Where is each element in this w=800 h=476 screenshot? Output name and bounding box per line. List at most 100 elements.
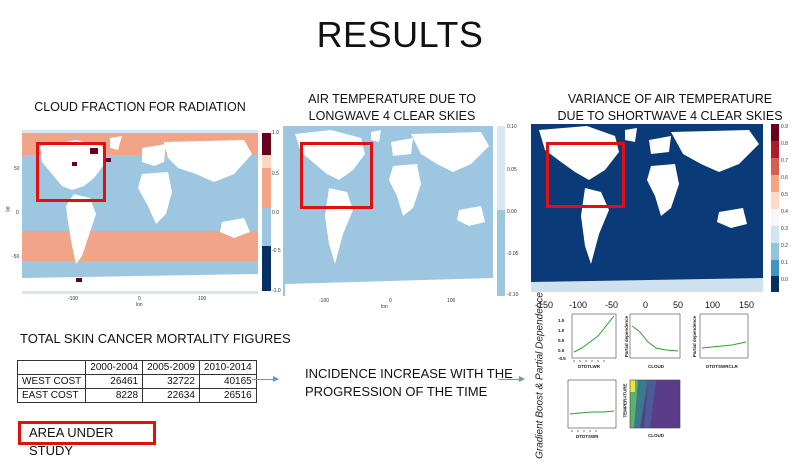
gbm-xlabel: DTDTSWR [576, 434, 599, 439]
gbm-panel-dtdtswr: DTDTSWR [558, 378, 618, 440]
variance-xtick-4: 0 [643, 300, 649, 310]
air-xtick-neg100: -100 [319, 298, 330, 304]
gbm-panel-dtdtlwr: 1.5 1.0 0.5 0.0 -0.5 DTDTLWR [558, 312, 618, 370]
air-colorbar-tick-4: -0.05 [507, 251, 519, 257]
gbm-ytick-3: 0.5 [558, 338, 565, 343]
variance-xtick-6: 100 [705, 300, 721, 310]
cloud-fraction-map: 1.0 0.5 0.0 -0.5 -1.0 50 0 -50 lat -100 … [6, 128, 281, 308]
air-xtick-0: 0 [389, 298, 392, 304]
air-colorbar-tick-1: 0.10 [507, 124, 517, 130]
gbm-xlabel: CLOUD [648, 364, 664, 369]
gbm-ylabel: Partial dependence [692, 315, 698, 358]
cloud-xtick-0: 0 [138, 296, 141, 302]
cloud-colorbar-tick-3: 0.0 [272, 210, 279, 216]
mortality-header-cell: 2010-2014 [198, 360, 257, 375]
table-row: EAST COST 8228 22634 26516 [16, 388, 257, 403]
air-colorbar-tick-2: 0.05 [507, 167, 517, 173]
gbm-panel-cloud: Partial dependence CLOUD [620, 312, 684, 370]
variance-xaxis: -150 -100 -50 0 50 100 150 [531, 300, 771, 312]
variance-colorbar-tick-1: 0.9 [781, 124, 788, 130]
gbm-panel-cloud-svg [629, 313, 681, 359]
incidence-text: INCIDENCE INCREASE WITH THE PROGRESSION … [305, 365, 513, 401]
air-temperature-caption-line2: LONGWAVE 4 CLEAR SKIES [308, 109, 476, 123]
variance-colorbar-tick-7: 0.3 [781, 226, 788, 232]
cloud-colorbar-tick-2: 0.5 [272, 171, 279, 177]
mortality-header-cell: 2000-2004 [85, 360, 144, 375]
variance-xtick-7: 150 [739, 300, 755, 310]
gbm-side-label: Gradient Boost & Partial Dependence [534, 292, 546, 459]
air-temperature-caption: AIR TEMPERATURE DUE TO LONGWAVE 4 CLEAR … [282, 91, 502, 125]
table-cell: 32722 [142, 374, 200, 389]
gbm-ytick-4: 0.0 [558, 348, 565, 353]
gbm-ytick-5: -0.5 [558, 356, 566, 361]
air-temperature-caption-line1: AIR TEMPERATURE DUE TO [308, 92, 476, 106]
air-study-area-box [300, 142, 373, 209]
variance-colorbar-tick-9: 0.1 [781, 260, 788, 266]
variance-caption-line2: DUE TO SHORTWAVE 4 CLEAR SKIES [557, 109, 783, 123]
gbm-panel-dtdtswrclr: Partial dependence DTDTSWRCLR [690, 312, 750, 370]
variance-xtick-5: 50 [673, 300, 684, 310]
variance-colorbar-tick-3: 0.7 [781, 158, 788, 164]
cloud-xtick-100: 100 [198, 296, 207, 302]
variance-colorbar-tick-10: 0.0 [781, 277, 788, 283]
variance-colorbar-tick-4: 0.6 [781, 175, 788, 181]
variance-caption: VARIANCE OF AIR TEMPERATURE DUE TO SHORT… [540, 91, 800, 125]
gbm-ytick-1: 1.5 [558, 318, 565, 323]
row-label: WEST COST [16, 374, 87, 389]
air-xlabel: lon [381, 304, 388, 310]
gbm-panel-dtdtswr-svg [567, 379, 617, 432]
variance-xtick-3: -50 [605, 300, 619, 310]
gbm-xlabel: CLOUD [648, 433, 664, 438]
cloud-fraction-map-svg [22, 130, 271, 294]
table-cell: 40165 [198, 374, 257, 389]
table-cell: 22634 [142, 388, 200, 403]
gbm-panel-dtdtswrclr-svg [699, 313, 749, 359]
air-xtick-100: 100 [447, 298, 456, 304]
variance-caption-line1: VARIANCE OF AIR TEMPERATURE [567, 92, 773, 106]
incidence-line-2: PROGRESSION OF THE TIME [305, 384, 488, 399]
incidence-line-1: INCIDENCE INCREASE WITH THE [305, 366, 513, 381]
cloud-ytick-neg50: -50 [12, 254, 20, 260]
variance-colorbar-tick-5: 0.5 [781, 192, 788, 198]
air-colorbar-tick-3: 0.00 [507, 209, 517, 215]
cloud-fraction-caption: CLOUD FRACTION FOR RADIATION [34, 100, 246, 114]
mortality-table: 2000-2004 2005-2009 2010-2014 WEST COST … [16, 360, 257, 403]
air-temperature-map: 0.10 0.05 0.00 -0.05 -0.10 -100 0 100 lo… [281, 124, 521, 310]
table-cell: 26461 [85, 374, 144, 389]
arrow-right-icon [252, 376, 279, 382]
table-cell: 26516 [198, 388, 257, 403]
variance-colorbar-tick-8: 0.2 [781, 243, 788, 249]
cloud-xlabel: lon [136, 302, 143, 308]
mortality-header-cell [16, 360, 87, 375]
cloud-xtick-neg100: -100 [68, 296, 79, 302]
row-label: EAST COST [16, 388, 87, 403]
variance-map: 0.9 0.8 0.7 0.6 0.5 0.4 0.3 0.2 0.1 0.0 [529, 122, 800, 312]
table-row: WEST COST 26461 32722 40165 [16, 374, 257, 389]
variance-colorbar-tick-6: 0.4 [781, 209, 788, 215]
variance-study-area-box [546, 142, 625, 208]
mortality-header-row: 2000-2004 2005-2009 2010-2014 [16, 360, 257, 375]
cloud-study-area-box [36, 142, 106, 202]
cloud-ytick-0: 0 [16, 210, 19, 216]
variance-colorbar-tick-2: 0.8 [781, 141, 788, 147]
variance-xtick-2: -100 [569, 300, 588, 310]
cloud-ytick-50: 50 [14, 166, 20, 172]
gbm-ytick-2: 1.0 [558, 328, 565, 333]
gbm-xlabel: DTDTLWR [578, 364, 600, 369]
gbm-ylabel: TEMPERATURE [622, 383, 628, 418]
arrow-right-icon [498, 376, 525, 382]
cloud-ylabel: lat [5, 206, 12, 212]
mortality-header-cell: 2005-2009 [142, 360, 200, 375]
gbm-ylabel: Partial dependence [624, 315, 630, 358]
variance-xtick-1: -150 [535, 300, 554, 310]
cloud-colorbar-tick-5: -1.0 [272, 288, 281, 294]
table-cell: 8228 [85, 388, 144, 403]
cloud-colorbar-tick-1: 1.0 [272, 130, 279, 136]
air-colorbar-tick-5: -0.10 [507, 292, 519, 298]
gbm-panel-cloud-temperature: TEMPERATURE CLOUD [620, 378, 684, 440]
gbm-panel-heatmap-svg [629, 379, 681, 429]
gbm-panel-dtdtlwr-svg [571, 313, 617, 362]
area-under-study-legend: AREA UNDER STUDY [18, 421, 156, 458]
page-title: RESULTS [316, 14, 484, 55]
gbm-xlabel: DTDTSWRCLR [706, 364, 738, 369]
